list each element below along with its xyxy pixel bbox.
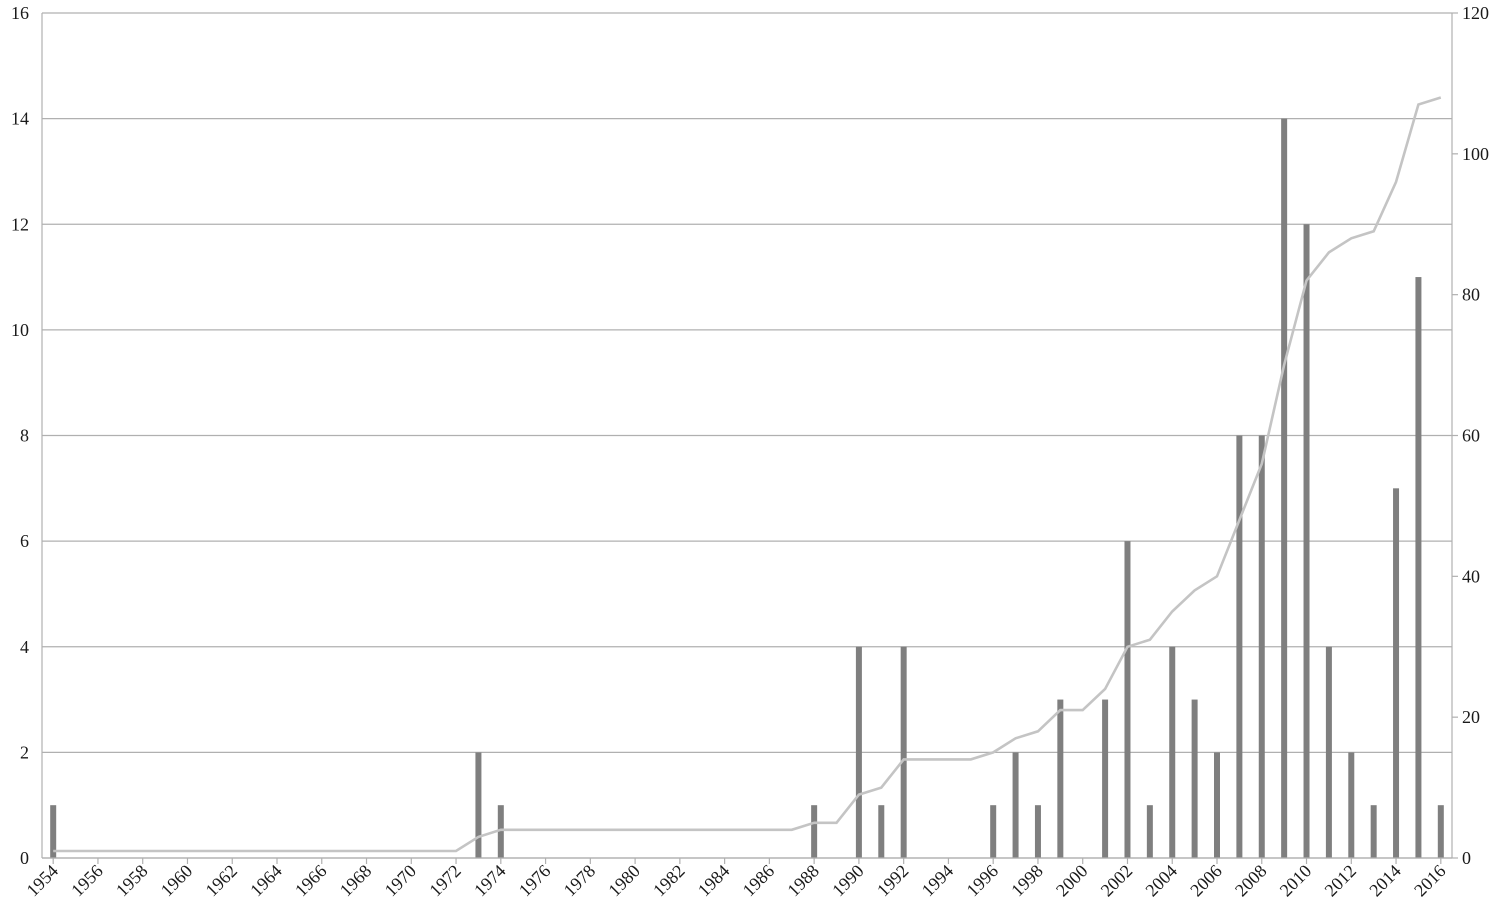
x-tick-label: 2000 bbox=[1052, 861, 1092, 901]
x-tick-label: 1996 bbox=[962, 861, 1002, 901]
x-tick-label: 2016 bbox=[1410, 861, 1450, 901]
bar-2003 bbox=[1146, 805, 1153, 858]
bar-2012 bbox=[1348, 752, 1355, 858]
bar-1990 bbox=[855, 646, 862, 858]
x-tick-label: 1982 bbox=[649, 861, 689, 901]
bar-1992 bbox=[900, 646, 907, 858]
right-y-axis-ticks: 0 20 40 60 80 100 120 bbox=[1462, 3, 1489, 868]
x-tick-label: 2002 bbox=[1097, 861, 1137, 901]
gridlines bbox=[42, 12, 1452, 859]
x-tick-label: 1960 bbox=[157, 861, 197, 901]
bar-1973 bbox=[475, 752, 482, 858]
y-right-tick-label: 100 bbox=[1462, 144, 1489, 164]
bar-2011 bbox=[1325, 646, 1332, 858]
x-axis-ticks: 1954 1956 1958 1960 1962 1964 1966 1968 1970 1972… bbox=[22, 861, 1449, 901]
y-left-tick-label: 12 bbox=[11, 214, 29, 234]
bar-2014 bbox=[1393, 488, 1400, 858]
bar-2005 bbox=[1191, 699, 1198, 858]
bar-1988 bbox=[811, 805, 818, 858]
left-y-axis-ticks: 0 2 4 6 8 10 12 14 16 bbox=[11, 3, 29, 868]
bar-2010 bbox=[1303, 224, 1310, 858]
x-tick-label: 1968 bbox=[336, 861, 376, 901]
bar-2001 bbox=[1102, 699, 1109, 858]
y-left-tick-label: 4 bbox=[20, 637, 29, 657]
x-tick-label: 2008 bbox=[1231, 861, 1271, 901]
y-left-tick-label: 0 bbox=[20, 848, 29, 868]
x-tick-label: 1992 bbox=[873, 861, 913, 901]
bar-1999 bbox=[1057, 699, 1064, 858]
bar-1991 bbox=[878, 805, 885, 858]
x-tick-label: 1972 bbox=[425, 861, 465, 901]
bar-2013 bbox=[1370, 805, 1377, 858]
cumulative-line-series bbox=[53, 96, 1442, 853]
y-right-tick-label: 40 bbox=[1462, 566, 1480, 586]
x-tick-label: 2012 bbox=[1321, 861, 1361, 901]
bar-2008 bbox=[1258, 435, 1265, 858]
x-tick-label: 1958 bbox=[112, 861, 152, 901]
x-tick-label: 1976 bbox=[515, 861, 555, 901]
x-tick-label: 1990 bbox=[828, 861, 868, 901]
y-right-tick-label: 60 bbox=[1462, 426, 1480, 446]
x-tick-label: 1994 bbox=[918, 861, 958, 901]
x-tick-label: 1966 bbox=[291, 861, 331, 901]
bar-1997 bbox=[1012, 752, 1019, 858]
x-tick-label: 1962 bbox=[201, 861, 241, 901]
cumulative-line bbox=[53, 96, 1442, 853]
y-left-tick-label: 6 bbox=[20, 531, 29, 551]
bar-2002 bbox=[1124, 541, 1131, 858]
x-tick-label: 1970 bbox=[381, 861, 421, 901]
x-tick-label: 1998 bbox=[1007, 861, 1047, 901]
bar-1974 bbox=[497, 805, 504, 858]
bar-2009 bbox=[1281, 118, 1288, 858]
bar-1998 bbox=[1034, 805, 1041, 858]
x-tick-label: 1984 bbox=[694, 861, 734, 901]
x-tick-label: 2006 bbox=[1186, 861, 1226, 901]
bar-1954 bbox=[50, 805, 57, 858]
bar-2015 bbox=[1415, 277, 1422, 858]
x-tick-label: 1956 bbox=[67, 861, 107, 901]
y-left-tick-label: 8 bbox=[20, 426, 29, 446]
x-tick-label: 1986 bbox=[739, 861, 779, 901]
bar-series bbox=[50, 118, 1444, 858]
y-left-tick-label: 16 bbox=[11, 3, 29, 23]
bar-2016 bbox=[1437, 805, 1444, 858]
bar-1996 bbox=[990, 805, 997, 858]
y-right-tick-label: 20 bbox=[1462, 707, 1480, 727]
y-right-tick-label: 120 bbox=[1462, 3, 1489, 23]
axes bbox=[41, 12, 1458, 864]
x-tick-label: 1980 bbox=[604, 861, 644, 901]
y-right-tick-label: 0 bbox=[1462, 848, 1471, 868]
y-left-tick-label: 2 bbox=[20, 742, 29, 762]
x-tick-label: 1988 bbox=[783, 861, 823, 901]
y-left-tick-label: 10 bbox=[11, 320, 29, 340]
bar-2006 bbox=[1214, 752, 1220, 858]
x-tick-label: 2014 bbox=[1365, 861, 1405, 901]
bar-2004 bbox=[1169, 646, 1176, 858]
x-tick-label: 2004 bbox=[1141, 861, 1181, 901]
x-tick-label: 1964 bbox=[246, 861, 286, 901]
x-tick-label: 1978 bbox=[560, 861, 600, 901]
x-tick-label: 2010 bbox=[1276, 861, 1316, 901]
bar-2007 bbox=[1236, 435, 1243, 858]
y-left-tick-label: 14 bbox=[11, 109, 29, 129]
y-right-tick-label: 80 bbox=[1462, 285, 1480, 305]
x-tick-label: 1974 bbox=[470, 861, 510, 901]
